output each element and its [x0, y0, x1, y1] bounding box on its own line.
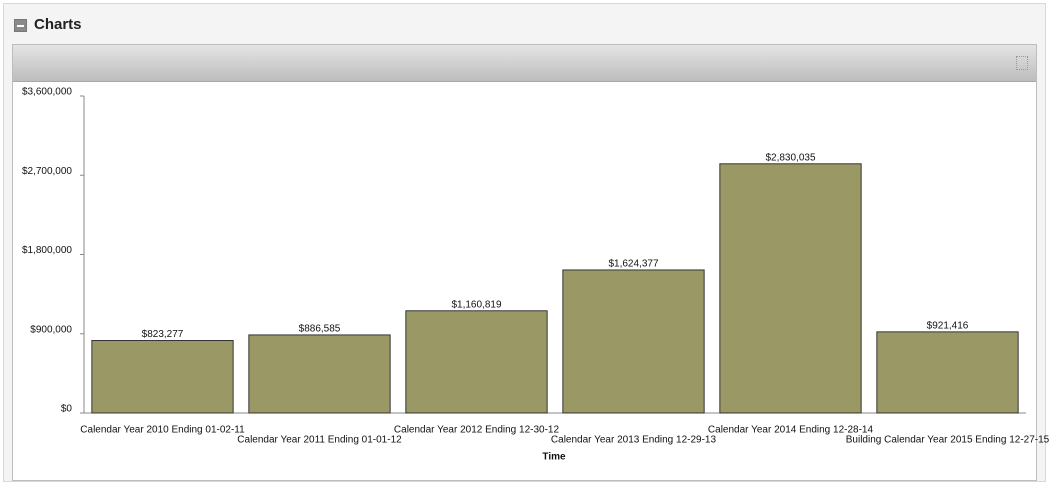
bar: [719, 163, 862, 414]
x-tick-label: Calendar Year 2014 Ending 12-28-14: [708, 425, 874, 436]
value-label: $921,416: [927, 321, 969, 332]
value-label: $2,830,035: [765, 152, 815, 163]
value-label: $1,160,819: [451, 299, 501, 310]
y-tick-label: $2,700,000: [22, 166, 72, 177]
bar: [405, 310, 548, 414]
collapse-button[interactable]: [14, 19, 27, 32]
bar: [562, 269, 705, 414]
x-axis-title: Time: [542, 452, 566, 463]
value-label: $886,585: [299, 324, 341, 335]
x-tick-label: Calendar Year 2010 Ending 01-02-11: [80, 425, 245, 436]
bar: [248, 334, 391, 414]
value-label: $1,624,377: [608, 259, 658, 270]
value-label: $823,277: [142, 329, 184, 340]
x-tick-label: Calendar Year 2013 Ending 12-29-13: [551, 435, 717, 446]
x-tick-label: Building Calendar Year 2015 Ending 12-27…: [846, 435, 1050, 446]
bar: [91, 340, 234, 414]
y-tick-label: $0: [61, 404, 73, 415]
y-tick-label: $3,600,000: [22, 87, 72, 98]
x-tick-label: Calendar Year 2012 Ending 12-30-12: [394, 425, 560, 436]
panel-toolbar: [13, 45, 1036, 82]
section-title: Charts: [34, 16, 82, 33]
x-tick-label: Calendar Year 2011 Ending 01-01-12: [237, 435, 402, 446]
expand-button[interactable]: [1016, 56, 1028, 70]
bar: [876, 331, 1019, 414]
y-tick-label: $900,000: [30, 324, 72, 335]
y-tick-label: $1,800,000: [22, 245, 72, 256]
